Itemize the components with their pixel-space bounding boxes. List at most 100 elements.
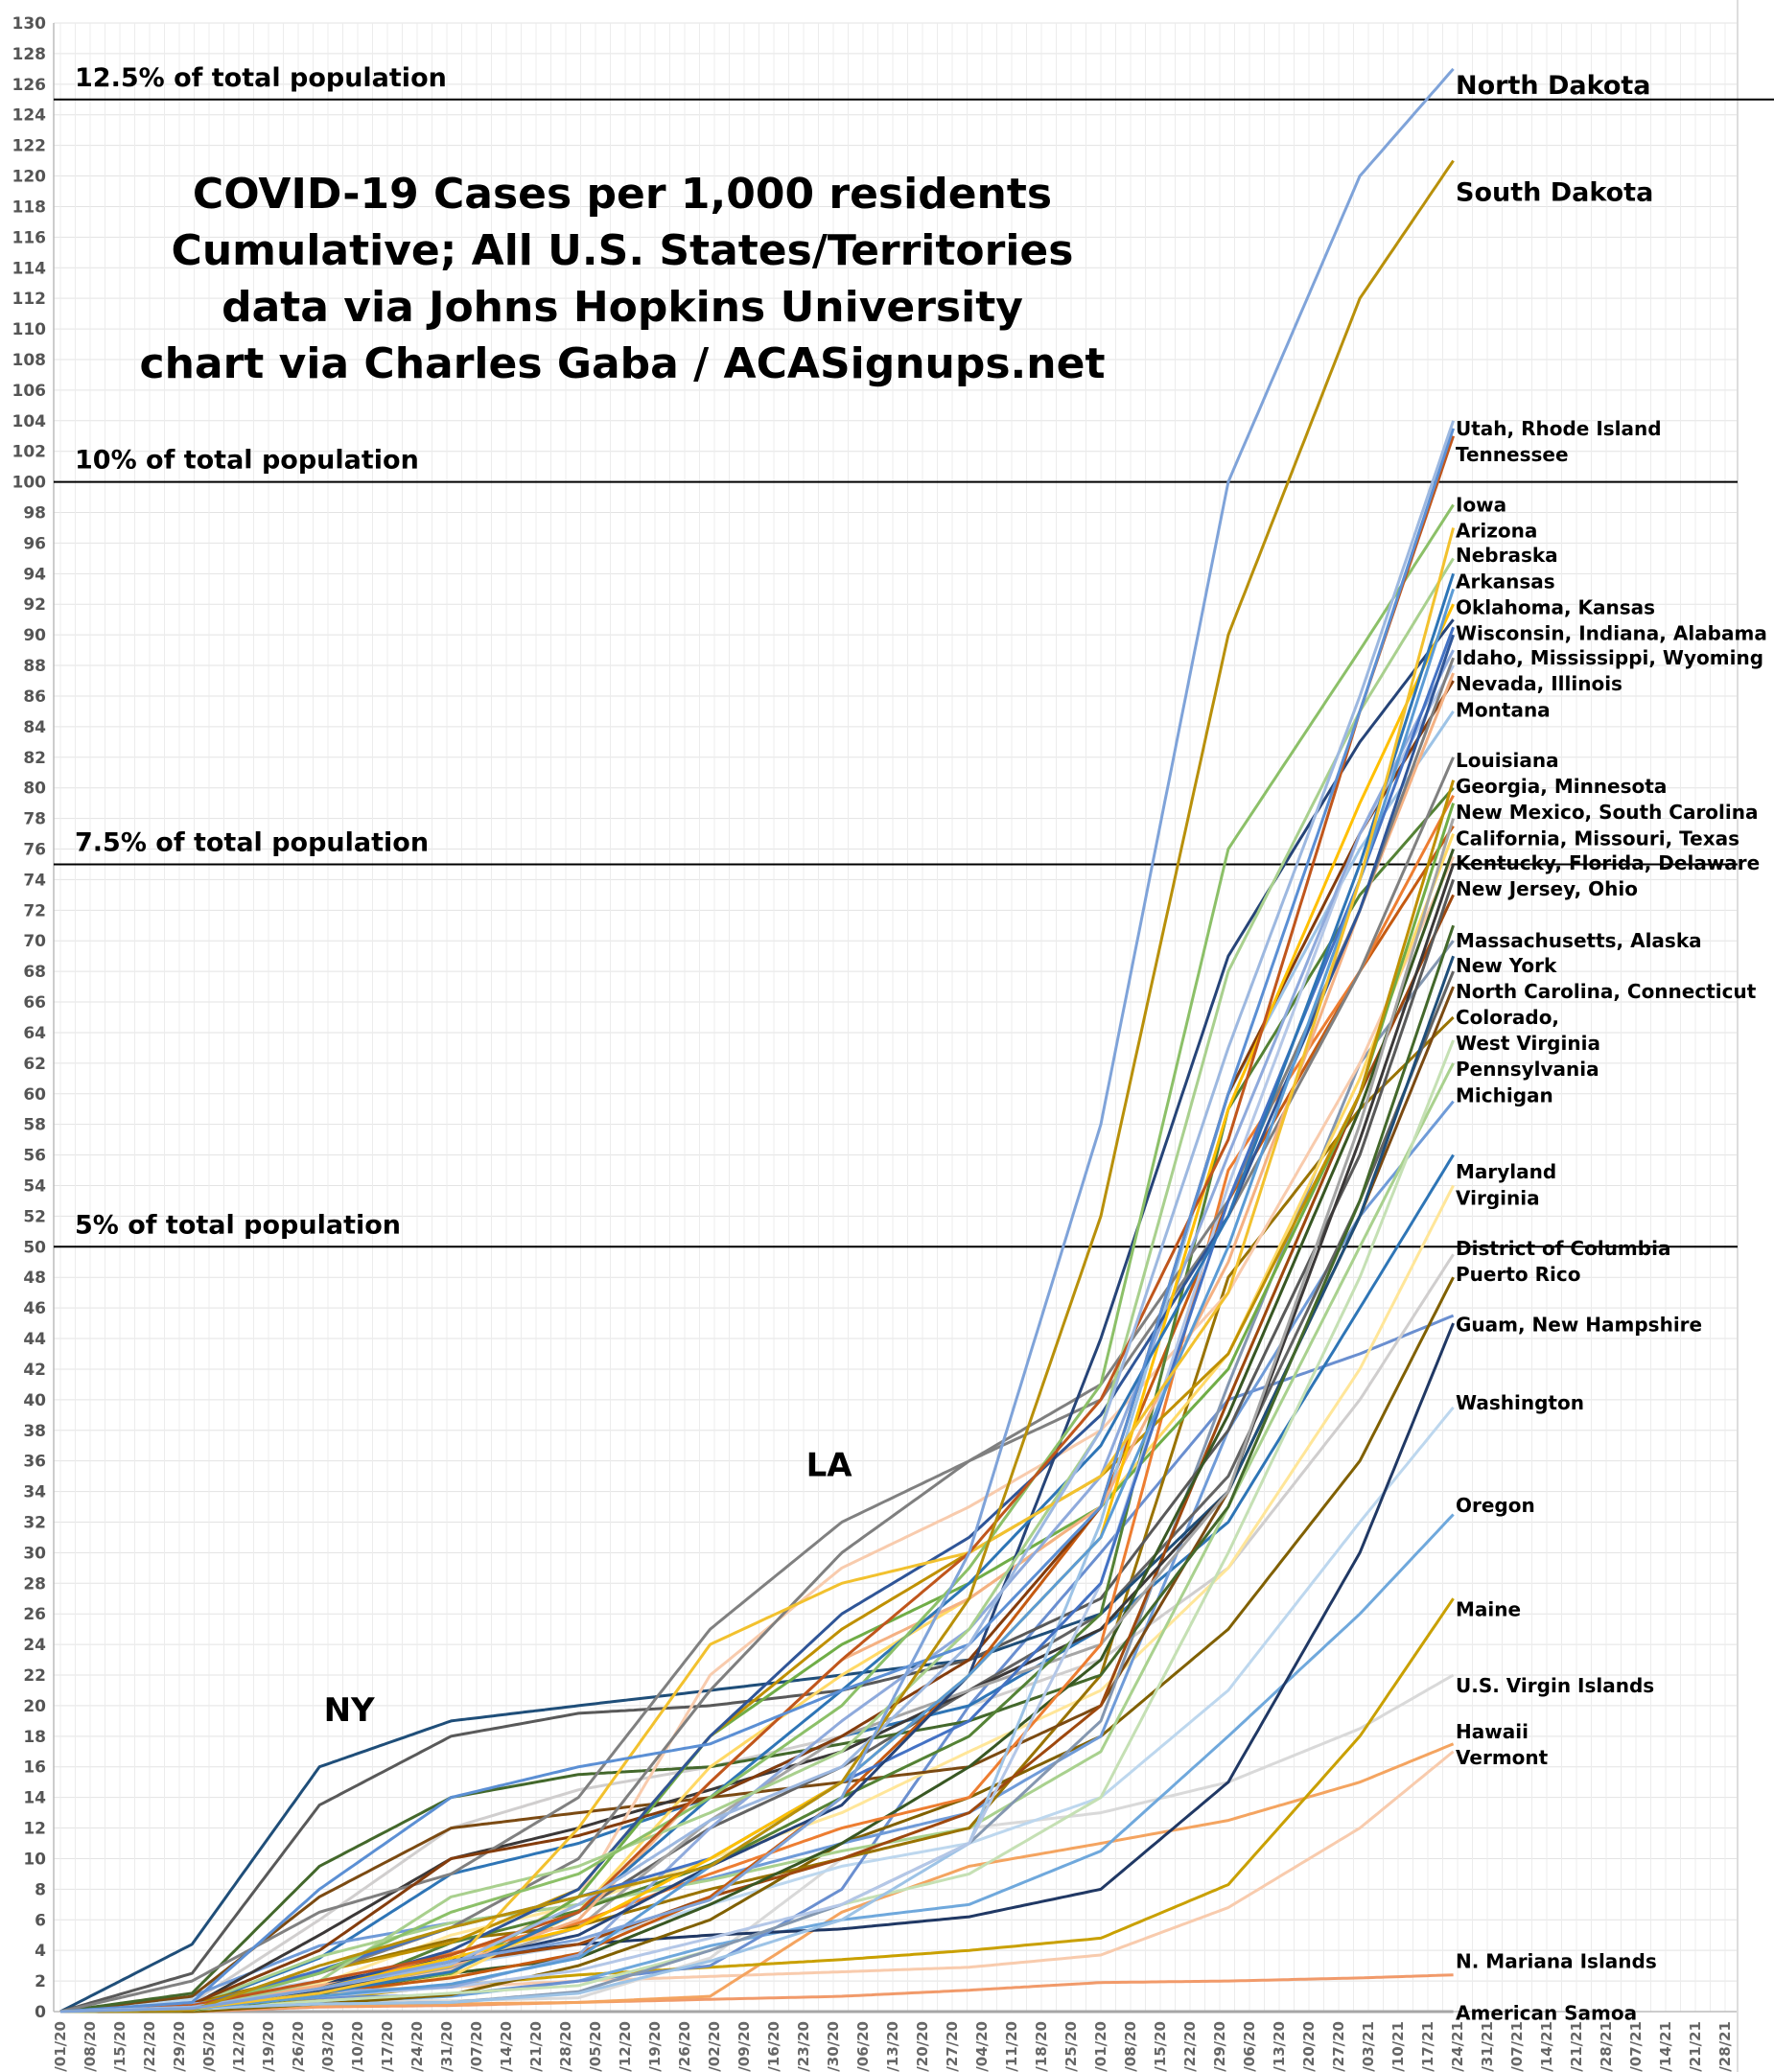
y-tick-label: 60 [23,1085,46,1105]
x-tick-label: 06/14/20 [498,2021,515,2072]
state-label: Arkansas [1456,570,1555,593]
x-tick-label: 03/07/21 [1627,2021,1645,2072]
state-label: North Carolina, Connecticut [1456,980,1757,1003]
x-tick-label: 02/14/21 [1538,2021,1555,2072]
chart-title-line: data via Johns Hopkins University [222,283,1023,332]
x-tick-label: 12/20/20 [1300,2021,1318,2072]
series-line-nebraska [59,557,1455,2014]
y-tick-label: 130 [12,14,47,34]
y-tick-label: 82 [23,749,46,768]
state-label: Maine [1456,1597,1521,1620]
y-tick-label: 92 [23,595,46,615]
x-tick-label: 04/19/20 [260,2021,277,2072]
state-label: Pennsylvania [1456,1058,1599,1081]
x-tick-label: 05/10/20 [349,2021,366,2072]
series-line-tennessee [59,435,1456,2014]
state-label: Vermont [1456,1746,1549,1769]
y-tick-label: 44 [23,1330,46,1349]
state-label: Nevada, Illinois [1456,672,1622,695]
x-tick-label: 01/17/21 [1419,2021,1436,2072]
y-tick-label: 2 [35,1972,46,1991]
x-tick-label: 09/20/20 [914,2021,931,2072]
series-line-iowa [59,503,1455,2014]
y-tick-label: 42 [23,1361,46,1380]
x-tick-label: 11/08/20 [1122,2021,1139,2072]
x-tick-label: 03/22/20 [141,2021,158,2072]
x-tick-label: 08/23/20 [795,2021,812,2072]
y-tick-label: 122 [12,137,47,156]
y-tick-label: 20 [23,1697,46,1716]
y-tick-label: 96 [23,534,46,553]
chart-title-line: COVID-19 Cases per 1,000 residents [193,170,1052,219]
y-tick-label: 38 [23,1422,46,1441]
y-tick-label: 14 [23,1789,46,1808]
series-line-arizona [59,527,1456,2014]
series-line-new-jersey [59,878,1456,2014]
y-tick-label: 120 [12,168,47,187]
y-tick-label: 48 [23,1269,46,1288]
reference-line-label: 5% of total population [75,1210,401,1240]
x-tick-label: 10/18/20 [1033,2021,1050,2072]
y-tick-label: 56 [23,1147,46,1166]
series-line-michigan [59,1100,1455,2014]
state-label: District of Columbia [1456,1237,1670,1260]
y-tick-label: 50 [23,1238,46,1257]
y-tick-label: 88 [23,657,46,676]
y-tick-label: 116 [12,228,47,247]
y-tick-label: 98 [23,504,46,524]
y-tick-label: 118 [12,198,47,217]
y-tick-label: 28 [23,1574,46,1594]
y-tick-label: 6 [35,1911,46,1930]
series-line-oklahoma [59,588,1456,2014]
x-tick-label: 05/17/20 [379,2021,396,2072]
y-tick-label: 54 [23,1176,46,1196]
y-tick-label: 32 [23,1513,46,1532]
x-tick-label: 01/24/21 [1449,2021,1466,2072]
y-tick-label: 22 [23,1666,46,1686]
x-tick-label: 04/26/20 [290,2021,307,2072]
x-tick-label: 11/29/20 [1211,2021,1228,2072]
x-tick-label: 03/14/21 [1657,2021,1674,2072]
y-tick-label: 70 [23,932,46,951]
state-label: Idaho, Mississippi, Wyoming [1456,646,1763,669]
state-label: Tennessee [1456,443,1569,466]
y-tick-label: 66 [23,993,46,1013]
x-tick-label: 06/28/20 [557,2021,574,2072]
series-line-south-dakota [59,159,1455,2014]
state-label: New Mexico, South Carolina [1456,801,1759,824]
state-label: Wisconsin, Indiana, Alabama [1456,622,1767,645]
x-tick-label: 07/05/20 [587,2021,604,2072]
y-tick-label: 24 [23,1636,46,1655]
series-line-maine [59,1597,1455,2014]
reference-line-label: 7.5% of total population [75,827,429,857]
y-tick-label: 76 [23,841,46,860]
y-tick-label: 40 [23,1391,46,1410]
x-tick-label: 09/13/20 [884,2021,901,2072]
y-tick-label: 90 [23,626,46,645]
y-tick-label: 106 [12,382,47,401]
state-label: Nebraska [1456,544,1558,567]
y-tick-label: 108 [12,351,47,370]
state-label: Utah, Rhode Island [1456,417,1662,440]
reference-line-label: 12.5% of total population [75,63,447,93]
y-tick-label: 94 [23,565,46,584]
x-tick-label: 08/16/20 [765,2021,782,2072]
state-label: North Dakota [1456,71,1651,101]
annotation-la: LA [806,1447,853,1485]
x-tick-label: 11/15/20 [1152,2021,1169,2072]
x-tick-label: 03/21/21 [1687,2021,1704,2072]
y-tick-label: 114 [12,259,47,278]
y-tick-label: 30 [23,1544,46,1563]
series-line-rhode-island [59,428,1456,2014]
x-tick-label: 12/27/20 [1330,2021,1347,2072]
series-group [59,67,1456,2014]
series-line-n-mariana-islands [60,1973,1454,2014]
state-label: Oregon [1456,1494,1535,1517]
state-label: West Virginia [1456,1032,1600,1055]
x-tick-label: 07/26/20 [676,2021,693,2072]
state-label: Iowa [1456,494,1506,517]
chart-title-line: Cumulative; All U.S. States/Territories [172,226,1074,275]
y-tick-label: 16 [23,1758,46,1778]
series-line-virginia [59,1184,1455,2014]
state-label: Hawaii [1456,1720,1529,1743]
